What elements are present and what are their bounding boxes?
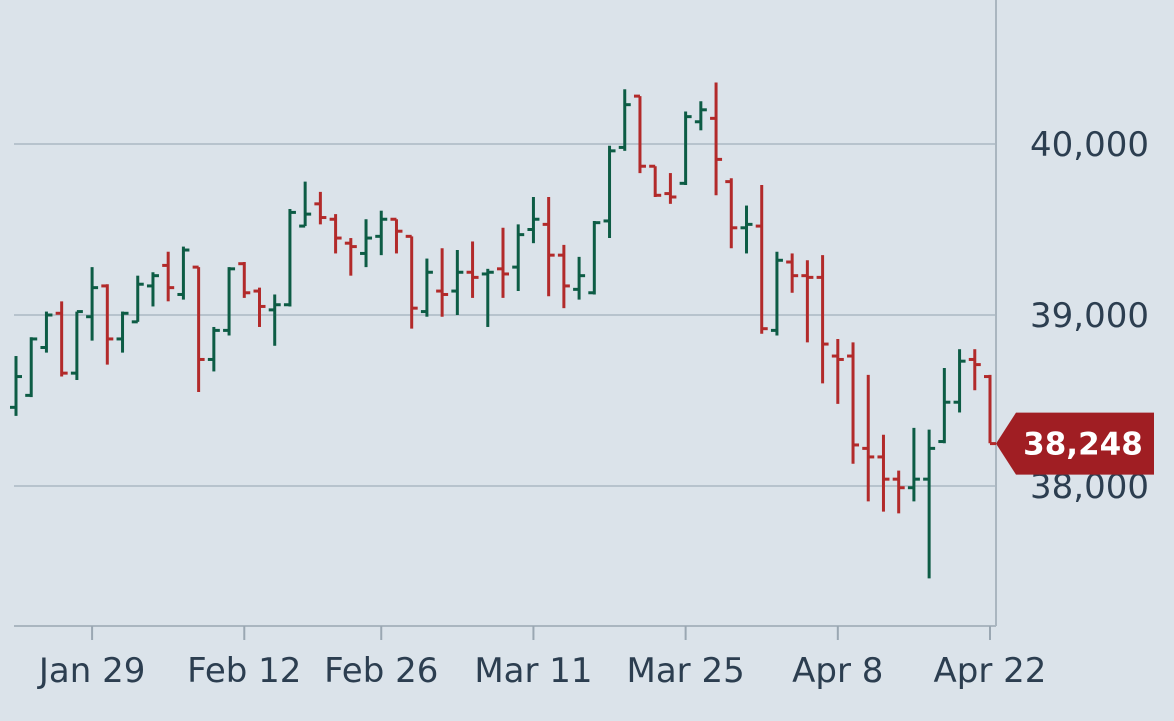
ohlc-bar — [481, 268, 494, 327]
ohlc-bar — [223, 267, 236, 336]
ohlc-bar — [512, 224, 525, 292]
ohlc-bar — [70, 310, 83, 380]
ohlc-bar — [786, 253, 799, 293]
x-axis-labels: Jan 29 Feb 12 Feb 26 Mar 11 Mar 25 Apr 8 Apr 2… — [37, 626, 1047, 691]
ohlc-bar — [283, 208, 296, 307]
ohlc-bar — [862, 374, 875, 502]
ohlc-bar — [801, 260, 814, 343]
ohlc-bar — [466, 241, 479, 298]
ohlc-bar — [10, 356, 22, 416]
ohlc-bar — [892, 470, 905, 514]
axis-layer — [14, 0, 997, 627]
ohlc-bar — [192, 265, 205, 392]
ohlc-bar — [451, 250, 464, 315]
ohlc-bar — [390, 217, 403, 254]
ohlc-bar — [25, 337, 38, 398]
price-bars — [10, 82, 996, 579]
ohlc-bar — [877, 434, 890, 512]
ohlc-bar — [847, 342, 860, 464]
ohlc-bar — [101, 284, 114, 365]
ohlc-bar — [40, 311, 53, 353]
ohlc-bar — [420, 258, 433, 317]
x-tick-label: Feb 12 — [187, 651, 301, 691]
x-tick-label: Apr 22 — [934, 651, 1047, 691]
ohlc-bar — [938, 368, 951, 444]
ohlc-bar — [86, 267, 99, 341]
ohlc-bar — [633, 94, 646, 174]
ohlc-bar — [329, 214, 342, 254]
ohlc-bar — [527, 197, 540, 244]
ohlc-bar — [314, 191, 327, 225]
ohlc-bar — [907, 427, 920, 502]
ohlc-bar — [557, 244, 570, 309]
ohlc-bar — [770, 251, 783, 336]
ohlc-bar — [55, 301, 68, 377]
ohlc-bar — [116, 311, 129, 353]
ohlc-bar — [131, 275, 144, 324]
ohlc-bar — [146, 272, 159, 307]
last-price-badge-shape — [996, 412, 1154, 475]
ohlc-bar — [679, 111, 692, 186]
ohlc-bar — [207, 326, 220, 372]
ohlc-bar — [268, 294, 281, 346]
ohlc-bar — [588, 220, 601, 295]
ohlc-bar — [497, 227, 509, 298]
ohlc-bar — [953, 349, 966, 413]
ohlc-bar — [405, 234, 418, 329]
ohlc-bar — [816, 255, 829, 384]
last-price-badge: 38,248 — [996, 412, 1154, 475]
y-tick-label: 39,000 — [1030, 296, 1149, 336]
ohlc-bar — [664, 173, 677, 204]
ohlc-bar — [542, 197, 555, 297]
x-tick-label: Mar 11 — [474, 651, 592, 691]
ohlc-bar — [436, 248, 449, 317]
ohlc-bar — [725, 178, 738, 249]
ohlc-bar — [831, 338, 844, 404]
ohlc-bar — [344, 238, 357, 276]
ohlc-bar — [573, 256, 586, 300]
ohlc-bar — [923, 429, 936, 579]
ohlc-bar — [740, 205, 753, 254]
ohlc-bar — [755, 185, 768, 334]
ohlc-bar — [694, 101, 707, 131]
ohlc-bar — [253, 287, 266, 327]
ohlc-bar — [984, 374, 996, 446]
last-price-label: 38,248 — [1023, 427, 1143, 463]
ohlc-bar — [299, 181, 312, 228]
x-tick-label: Apr 8 — [792, 651, 883, 691]
ohlc-bar — [649, 164, 662, 198]
grid-layer — [14, 143, 996, 487]
y-tick-label: 40,000 — [1030, 125, 1149, 165]
ohlc-bar — [710, 82, 723, 196]
ohlc-bar — [162, 251, 175, 302]
ohlc-bar — [375, 210, 388, 256]
ohlc-bar — [618, 89, 631, 151]
ohlc-bar — [360, 219, 373, 268]
ohlc-bar — [603, 145, 616, 239]
x-tick-label: Jan 29 — [37, 651, 145, 691]
ohlc-bar — [238, 261, 251, 298]
ohlc-bar — [177, 246, 190, 300]
x-tick-label: Mar 25 — [627, 651, 745, 691]
x-tick-label: Feb 26 — [324, 651, 438, 691]
ohlc-bar — [968, 349, 981, 391]
